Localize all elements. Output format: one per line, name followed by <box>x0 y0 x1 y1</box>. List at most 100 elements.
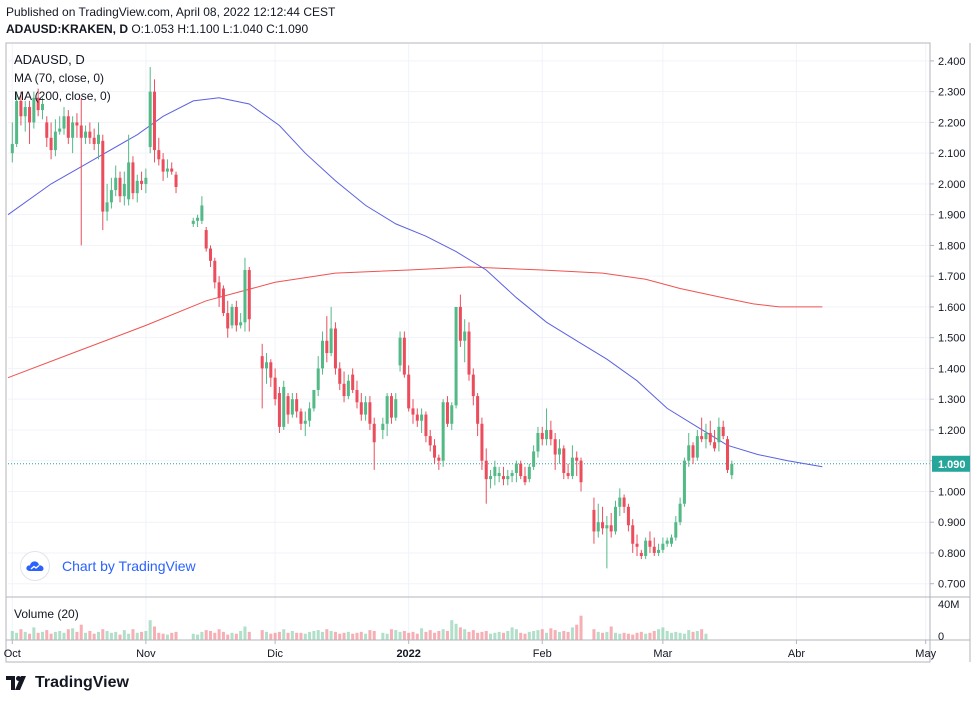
candle <box>510 469 514 483</box>
candle-body <box>213 260 217 283</box>
volume-bar <box>540 629 544 640</box>
candle <box>40 97 44 120</box>
candle-body <box>372 423 376 443</box>
volume-bar <box>514 629 518 640</box>
legend-ma70[interactable]: MA (70, close, 0) <box>14 71 105 85</box>
volume-bar <box>605 631 609 640</box>
candle-body <box>553 439 557 455</box>
candle-body <box>118 177 122 197</box>
candle-body <box>549 429 553 440</box>
volume-bar <box>700 629 704 640</box>
candle <box>333 322 337 375</box>
volume-bar <box>458 627 462 640</box>
candle-body <box>476 396 480 424</box>
volume-bar <box>79 624 83 640</box>
candle-body <box>695 436 699 458</box>
candle-body <box>381 423 385 430</box>
candle-body <box>71 122 75 138</box>
candle-body <box>510 472 514 477</box>
tradingview-footer-logo[interactable]: TradingView <box>6 674 129 692</box>
candle <box>161 153 165 181</box>
volume-bar <box>687 630 691 640</box>
volume-bar <box>527 631 531 640</box>
price-tick-label: 1.800 <box>938 240 966 252</box>
candle <box>691 442 695 464</box>
volume-bar <box>71 628 75 640</box>
volume-bar <box>613 632 617 640</box>
volume-bar <box>140 631 144 640</box>
volume-bar <box>32 627 36 640</box>
volume-bar <box>23 631 27 640</box>
volume-bar <box>36 632 40 640</box>
volume-bar <box>148 620 152 640</box>
candle <box>682 457 686 507</box>
price-tick-label: 1.400 <box>938 363 966 375</box>
candle-body <box>536 433 540 452</box>
candle <box>19 91 23 126</box>
candle-body <box>23 107 27 117</box>
volume-bar <box>200 631 204 640</box>
candle <box>295 393 299 418</box>
candle-body <box>613 506 617 532</box>
candle <box>49 122 53 160</box>
volume-bar <box>277 631 281 640</box>
candle <box>557 439 561 464</box>
volume-bar <box>471 630 475 640</box>
candle <box>208 245 213 267</box>
candle-body <box>351 374 355 390</box>
candle <box>329 306 333 357</box>
candle-body <box>342 383 346 397</box>
candle-body <box>691 445 695 458</box>
price-tick-label: 2.300 <box>938 87 966 99</box>
candle <box>415 408 419 427</box>
volume-bar <box>351 633 355 640</box>
volume-bar <box>84 632 88 640</box>
price-tick-label: 0.700 <box>938 579 966 591</box>
chart-by-tradingview-badge[interactable]: Chart by TradingView <box>20 551 196 581</box>
volume-legend[interactable]: Volume (20) <box>14 607 79 621</box>
volume-bar <box>325 629 329 640</box>
candle-body <box>644 540 648 557</box>
volume-bar <box>484 631 488 640</box>
candle-body <box>575 457 579 461</box>
candle <box>359 393 363 421</box>
candle-body <box>338 368 342 384</box>
candle-body <box>489 476 493 480</box>
candle-body <box>308 408 312 421</box>
symbol-label: ADAUSD:KRAKEN, D <box>6 22 128 36</box>
axes: 2.400 2.300 2.200 2.100 2.000 1.900 1.800 1.700… <box>4 56 970 660</box>
candle-body <box>394 399 398 418</box>
candle-body <box>264 362 269 369</box>
volume-bar <box>299 632 303 640</box>
candle-body <box>58 128 62 132</box>
volume-bar <box>579 615 583 640</box>
candle <box>135 174 139 203</box>
volume-bar <box>45 630 49 640</box>
candle <box>92 128 96 151</box>
candle <box>596 503 600 538</box>
volume-bar <box>101 629 105 640</box>
volume-bar <box>333 631 337 640</box>
volume-bar <box>657 629 661 640</box>
volume-bar <box>135 632 139 640</box>
candle-body <box>45 122 49 138</box>
volume-bar <box>75 631 79 640</box>
ohlc-values: O:1.053 H:1.100 L:1.040 C:1.090 <box>131 22 309 36</box>
candle <box>657 543 661 557</box>
candle <box>58 116 62 135</box>
candle-body <box>725 439 730 470</box>
legend-ma200[interactable]: MA (200, close, 0) <box>14 89 111 103</box>
volume-bar <box>10 631 14 640</box>
candle <box>105 183 109 221</box>
candle <box>450 402 454 430</box>
volume-bar <box>243 626 247 640</box>
candle-body <box>622 497 626 507</box>
candle <box>471 368 475 406</box>
volume-bar <box>109 632 113 640</box>
candles <box>10 67 734 569</box>
volume-bar <box>152 626 156 640</box>
candle <box>618 488 622 517</box>
volume-bar <box>553 630 557 640</box>
candle-body <box>105 202 109 212</box>
